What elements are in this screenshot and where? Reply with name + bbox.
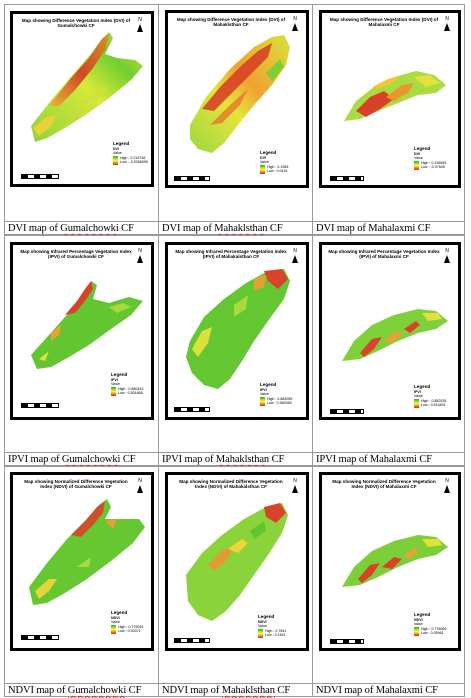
map-dvi-gumalchowki (31, 32, 143, 142)
map-legend: Legend NDVI Value High : 0.7641 Low : 0.1… (258, 614, 287, 638)
map-table: Map showing Difference Vegetation Index … (4, 4, 465, 697)
table-cell: Map showing Infrared Percentage Vegetati… (4, 235, 159, 453)
map-title: Map showing Normalized Difference Vegeta… (179, 479, 283, 490)
map-caption: DVI map of Mahalaxmi CF (316, 223, 431, 234)
map-title: Map showing Infrared Percentage Vegetati… (175, 249, 287, 260)
north-arrow-icon: N (135, 249, 145, 263)
table-cell: Map showing Infrared Percentage Vegetati… (312, 235, 465, 453)
scale-bar (330, 409, 364, 414)
map-ipvi-mahalaxmi (342, 309, 448, 361)
north-arrow-icon: N (442, 249, 452, 263)
table-cell: IPVI map of Mahaklsthan CF (158, 452, 313, 466)
map-caption: IPVI map of Mahalaxmi CF (316, 454, 433, 465)
map-title: Map showing Normalized Difference Vegeta… (332, 479, 436, 490)
scale-bar (330, 176, 364, 181)
map-frame-ipvi-gumalchowki: Map showing Infrared Percentage Vegetati… (10, 242, 154, 420)
scale-bar (174, 638, 210, 643)
table-cell: DVI map of Mahaklsthan CF (158, 221, 313, 235)
map-title: Map showing Difference Vegetation Index … (176, 17, 286, 28)
map-frame-ipvi-mahalaxmi: Map showing Infrared Percentage Vegetati… (319, 242, 461, 420)
map-legend: Legend IPVI Value High : 0.880443 Low : 0… (111, 372, 144, 396)
north-arrow-icon: N (135, 479, 145, 493)
table-cell: IPVI map of Mahalaxmi CF (312, 452, 465, 466)
table-cell: Map showing Infrared Percentage Vegetati… (158, 235, 313, 453)
map-ndvi-gumalchowki (29, 499, 145, 605)
map-ndvi-mahalaxmi (342, 535, 448, 587)
map-caption: DVI map of Gumalchowki CF (8, 223, 134, 234)
map-legend: Legend IPVI Value High : 0.882055 Low : 0… (260, 382, 293, 406)
table-cell: Map showing Difference Vegetation Index … (158, 4, 313, 222)
table-cell: NDVI map of Mahaklsthan CF (158, 683, 313, 697)
map-legend: Legend NDVI Value High : 0.776069 Low : 0… (414, 612, 447, 636)
table-cell: Map showing Normalized Difference Vegeta… (4, 466, 159, 684)
legend-color-ramp (414, 626, 419, 636)
map-caption: DVI map of Mahaklsthan CF (162, 223, 283, 234)
map-frame-ndvi-gumalchowki: Map showing Normalized Difference Vegeta… (10, 472, 154, 651)
map-frame-ipvi-mahaklsthan: Map showing Infrared Percentage Vegetati… (165, 242, 309, 420)
table-cell: Map showing Difference Vegetation Index … (4, 4, 159, 222)
map-legend: Legend IPVI Value High : 0.882535 Low : 0… (414, 384, 447, 408)
map-row-3: Map showing Normalized Difference Vegeta… (4, 466, 465, 684)
map-frame-ndvi-mahaklsthan: Map showing Normalized Difference Vegeta… (165, 472, 309, 651)
table-cell: NDVI map of Mahalaxmi CF (312, 683, 465, 697)
map-title: Map showing Difference Vegetation Index … (21, 18, 131, 29)
map-ipvi-mahaklsthan (186, 269, 290, 389)
map-frame-dvi-mahaklsthan: Map showing Difference Vegetation Index … (165, 10, 309, 188)
north-arrow-icon: N (442, 17, 452, 31)
legend-color-ramp (260, 164, 265, 174)
table-cell: Map showing Normalized Difference Vegeta… (158, 466, 313, 684)
map-frame-ndvi-mahalaxmi: Map showing Normalized Difference Vegeta… (319, 472, 461, 651)
caption-row-2: IPVI map of Gumalchowki CF IPVI map of M… (4, 452, 465, 466)
legend-color-ramp (111, 624, 116, 634)
table-cell: Map showing Difference Vegetation Index … (312, 4, 465, 222)
scale-bar (174, 176, 210, 181)
scale-bar (21, 403, 59, 408)
scale-bar (21, 174, 59, 179)
map-title: Map showing Infrared Percentage Vegetati… (328, 249, 440, 260)
table-cell: Map showing Normalized Difference Vegeta… (312, 466, 465, 684)
north-arrow-icon: N (135, 18, 145, 32)
north-arrow-icon: N (290, 479, 300, 493)
map-legend: Legend NDVI Value High : 0.775093 Low : 0… (111, 610, 144, 634)
map-legend: Legend DVI Value High : 0.1965 Low : 0.01… (260, 150, 289, 174)
scale-bar (174, 407, 210, 412)
map-caption: NDVI map of Mahalaxmi CF (316, 685, 438, 696)
map-ipvi-gumalchowki (31, 281, 143, 369)
map-title: Map showing Normalized Difference Vegeta… (24, 479, 128, 490)
scale-bar (330, 639, 364, 644)
legend-color-ramp (111, 386, 116, 396)
north-arrow-icon: N (290, 249, 300, 263)
map-legend: Legend DVI Value High : 0.219746 Low : -0… (113, 141, 148, 165)
map-legend: Legend DVI Value High : 0.236554 Low : -0… (414, 146, 447, 170)
table-cell: DVI map of Gumalchowki CF (4, 221, 159, 235)
table-cell: DVI map of Mahalaxmi CF (312, 221, 465, 235)
north-arrow-icon: N (442, 479, 452, 493)
caption-row-3: NDVI map of Gumalchowki CF NDVI map of M… (4, 683, 465, 697)
map-row-2: Map showing Infrared Percentage Vegetati… (4, 235, 465, 453)
north-arrow-icon: N (290, 17, 300, 31)
table-cell: IPVI map of Gumalchowki CF (4, 452, 159, 466)
map-row-1: Map showing Difference Vegetation Index … (4, 4, 465, 222)
map-dvi-mahaklsthan (190, 35, 290, 153)
map-dvi-mahalaxmi (344, 71, 446, 121)
map-title: Map showing Infrared Percentage Vegetati… (20, 249, 132, 260)
map-caption: IPVI map of Mahaklsthan CF (162, 454, 285, 465)
map-caption: NDVI map of Mahaklsthan CF (162, 685, 291, 696)
caption-row-1: DVI map of Gumalchowki CF DVI map of Mah… (4, 221, 465, 235)
scale-bar (21, 635, 59, 640)
legend-color-ramp (414, 160, 419, 170)
map-frame-dvi-gumalchowki: Map showing Difference Vegetation Index … (10, 11, 154, 187)
table-cell: NDVI map of Gumalchowki CF (4, 683, 159, 697)
legend-color-ramp (258, 628, 263, 638)
legend-color-ramp (414, 398, 419, 408)
map-ndvi-mahaklsthan (186, 503, 288, 621)
map-caption: IPVI map of Gumalchowki CF (8, 454, 136, 465)
map-frame-dvi-mahalaxmi: Map showing Difference Vegetation Index … (319, 10, 461, 188)
map-caption: NDVI map of Gumalchowki CF (8, 685, 142, 696)
legend-color-ramp (260, 396, 265, 406)
map-title: Map showing Difference Vegetation Index … (329, 17, 439, 28)
legend-color-ramp (113, 155, 118, 165)
